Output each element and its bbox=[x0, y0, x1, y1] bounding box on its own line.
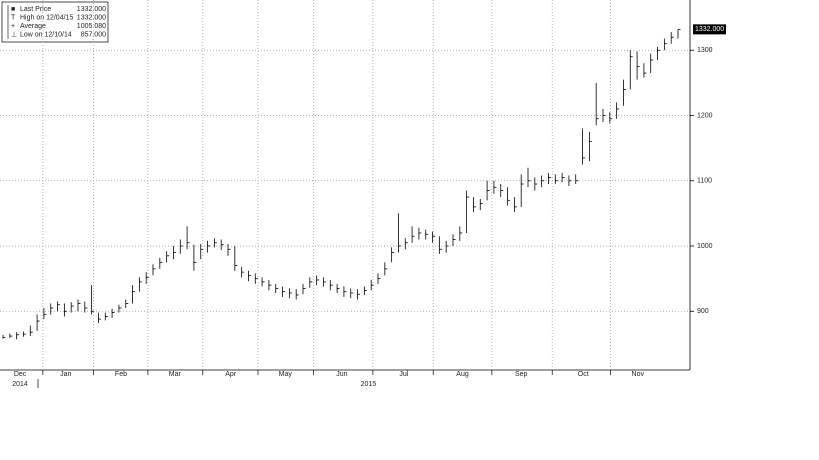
x-tick-label: Dec bbox=[14, 371, 27, 378]
legend-symbol: ⊥ bbox=[11, 31, 17, 38]
legend: ■ Last Price 1332.000 T High on 12/04/15 1332… bbox=[7, 5, 106, 39]
legend-name: Last Price bbox=[20, 6, 51, 13]
x-tick-label: Oct bbox=[578, 371, 589, 378]
legend-name: Average bbox=[20, 23, 46, 30]
y-tick-label: 1000 bbox=[697, 243, 713, 250]
legend-name: High on 12/04/15 bbox=[20, 14, 73, 21]
legend-symbol: ■ bbox=[11, 6, 15, 13]
legend-symbol: + bbox=[11, 23, 15, 30]
x-tick-label: Aug bbox=[456, 371, 469, 378]
x-tick-label: Sep bbox=[515, 371, 528, 378]
x-tick-label: May bbox=[279, 371, 293, 378]
x-tick-label: Apr bbox=[225, 371, 237, 378]
x-tick-label: Feb bbox=[115, 371, 127, 378]
year-label: 2014 bbox=[12, 381, 28, 388]
legend-value: 1332.000 bbox=[77, 6, 106, 13]
x-tick-label: Mar bbox=[169, 371, 182, 378]
legend-value: 1005.080 bbox=[77, 23, 106, 30]
y-tick-label: 1200 bbox=[697, 112, 713, 119]
y-tick-label: 1300 bbox=[697, 47, 713, 54]
legend-symbol: T bbox=[11, 14, 16, 21]
legend-value: 857.000 bbox=[81, 31, 106, 38]
x-tick-label: Jun bbox=[336, 371, 347, 378]
x-tick-label: Nov bbox=[632, 371, 645, 378]
year-label: 2015 bbox=[361, 381, 377, 388]
x-tick-label: Jan bbox=[60, 371, 71, 378]
y-tick-label: 1100 bbox=[697, 178, 712, 185]
legend-box bbox=[1, 1, 109, 43]
x-tick-label: Jul bbox=[399, 371, 408, 378]
legend-value: 1332.000 bbox=[77, 14, 106, 21]
last-price-box bbox=[693, 24, 726, 35]
last-price-label: 1332.000 bbox=[695, 26, 724, 33]
legend-name: Low on 12/10/14 bbox=[20, 31, 72, 38]
y-tick-label: 900 bbox=[697, 308, 709, 315]
